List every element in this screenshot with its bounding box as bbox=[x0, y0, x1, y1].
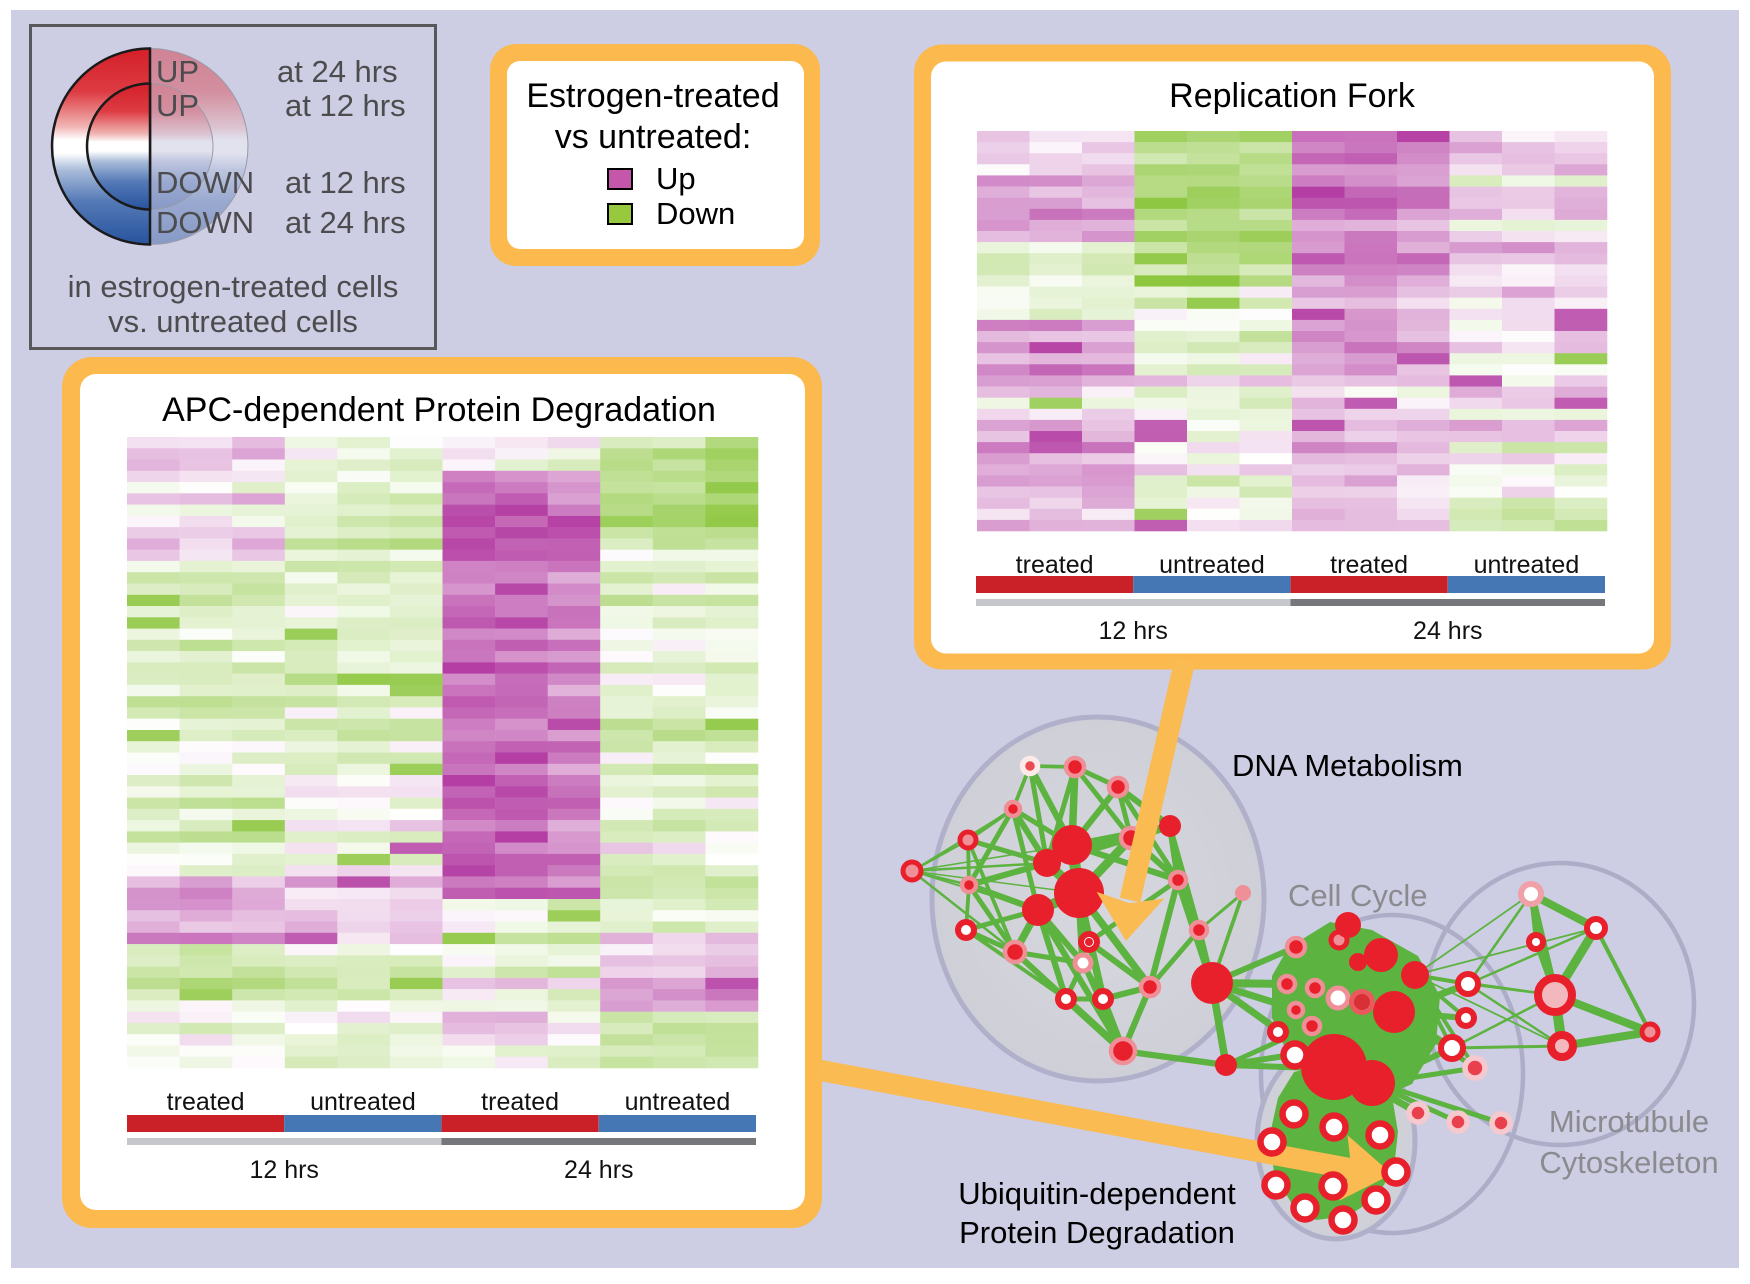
svg-text:Cell Cycle: Cell Cycle bbox=[1288, 878, 1428, 913]
svg-text:Replication Fork: Replication Fork bbox=[1169, 77, 1416, 115]
svg-text:Protein Degradation: Protein Degradation bbox=[959, 1215, 1235, 1250]
svg-text:Ubiquitin-dependent: Ubiquitin-dependent bbox=[958, 1176, 1236, 1211]
svg-text:DNA Metabolism: DNA Metabolism bbox=[1232, 748, 1463, 783]
svg-text:12 hrs: 12 hrs bbox=[249, 1156, 318, 1184]
svg-text:at 24 hrs: at 24 hrs bbox=[277, 54, 398, 89]
svg-text:Microtubule: Microtubule bbox=[1549, 1104, 1709, 1139]
svg-text:treated: treated bbox=[481, 1088, 559, 1116]
svg-text:at 12 hrs: at 12 hrs bbox=[285, 165, 406, 200]
svg-text:untreated: untreated bbox=[1474, 551, 1580, 579]
svg-text:vs untreated:: vs untreated: bbox=[555, 118, 752, 156]
svg-text:UP: UP bbox=[156, 54, 199, 89]
svg-text:APC-dependent Protein Degradat: APC-dependent Protein Degradation bbox=[162, 391, 716, 429]
svg-text:DOWN: DOWN bbox=[156, 205, 254, 240]
svg-text:Cytoskeleton: Cytoskeleton bbox=[1539, 1145, 1718, 1180]
svg-text:at 24 hrs: at 24 hrs bbox=[285, 205, 406, 240]
svg-text:24 hrs: 24 hrs bbox=[564, 1156, 633, 1184]
svg-text:24 hrs: 24 hrs bbox=[1413, 617, 1482, 645]
svg-text:untreated: untreated bbox=[310, 1088, 416, 1116]
svg-text:treated: treated bbox=[1016, 551, 1094, 579]
svg-text:Estrogen-treated: Estrogen-treated bbox=[526, 77, 779, 115]
svg-text:vs. untreated cells: vs. untreated cells bbox=[108, 304, 358, 339]
svg-text:Up: Up bbox=[656, 161, 696, 196]
svg-text:at 12 hrs: at 12 hrs bbox=[285, 88, 406, 123]
svg-text:Down: Down bbox=[656, 196, 735, 231]
svg-text:DOWN: DOWN bbox=[156, 165, 254, 200]
svg-text:in estrogen-treated cells: in estrogen-treated cells bbox=[68, 269, 399, 304]
svg-text:untreated: untreated bbox=[625, 1088, 731, 1116]
svg-text:untreated: untreated bbox=[1159, 551, 1265, 579]
svg-text:treated: treated bbox=[167, 1088, 245, 1116]
svg-text:treated: treated bbox=[1330, 551, 1408, 579]
svg-text:UP: UP bbox=[156, 88, 199, 123]
svg-text:12 hrs: 12 hrs bbox=[1098, 617, 1167, 645]
